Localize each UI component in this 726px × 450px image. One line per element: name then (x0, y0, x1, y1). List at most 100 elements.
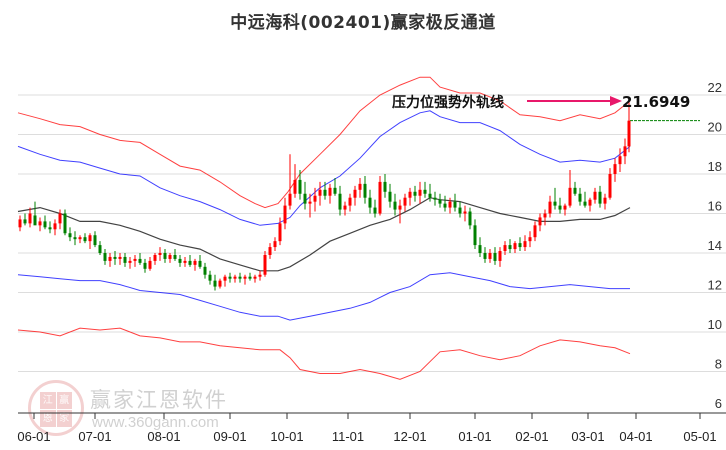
candle-body (83, 237, 87, 242)
candle-body (248, 276, 252, 279)
candle-body (488, 253, 492, 259)
candle-body (48, 227, 52, 230)
candle-body (398, 205, 402, 210)
candle-body (438, 199, 442, 204)
candle-body (463, 211, 467, 214)
candle-body (43, 221, 47, 228)
watermark-logo-char: 赢 (56, 392, 72, 409)
candle-body (493, 253, 497, 261)
candle-body (453, 201, 457, 208)
candle-body (228, 276, 232, 279)
candle-body (513, 243, 517, 250)
candle-body (423, 189, 427, 194)
candle-body (193, 260, 197, 265)
y-axis-ticks: 6 8 10 12 14 16 18 20 22 (708, 80, 722, 411)
candle-body (408, 191, 412, 198)
candle-body (258, 274, 262, 277)
candle-body (478, 245, 482, 253)
x-tick-label: 02-01 (515, 429, 548, 444)
candle-body (268, 247, 272, 255)
candle-body (123, 256, 127, 263)
watermark-logo-char: 家 (56, 410, 72, 427)
candle-body (293, 179, 297, 194)
candle-body (208, 274, 212, 281)
candle-body (73, 237, 77, 240)
candle-body (528, 237, 532, 242)
candle-body (103, 253, 107, 261)
candle-body (443, 203, 447, 208)
candle-body (328, 187, 332, 196)
candle-body (483, 253, 487, 259)
candle-body (363, 183, 367, 198)
candlesticks (18, 100, 631, 291)
x-tick-label: 09-01 (213, 429, 246, 444)
candle-body (68, 233, 72, 238)
candle-body (613, 164, 617, 174)
candle-body (413, 191, 417, 196)
candle-body (553, 201, 557, 206)
x-tick-label: 06-01 (17, 429, 50, 444)
candle-body (378, 181, 382, 214)
candle-body (33, 215, 37, 226)
y-tick-label: 20 (708, 120, 722, 135)
line-outer_upper (17, 76, 631, 209)
candle-body (583, 201, 587, 206)
candle-body (308, 201, 312, 204)
annotation-label: 压力位强势外轨线 (392, 94, 504, 111)
candle-body (178, 258, 182, 263)
candle-body (458, 207, 462, 214)
candle-body (368, 197, 372, 208)
line-inner_upper (17, 110, 631, 226)
x-tick-label: 12-01 (393, 429, 426, 444)
candle-body (593, 191, 597, 200)
candle-body (133, 258, 137, 261)
candle-body (388, 191, 392, 202)
candle-body (273, 241, 277, 248)
candle-body (213, 280, 217, 287)
candle-body (418, 189, 422, 196)
candle-body (318, 189, 322, 196)
y-tick-label: 22 (708, 80, 722, 95)
candle-body (568, 187, 572, 206)
y-tick-label: 18 (708, 159, 722, 174)
candle-body (508, 245, 512, 250)
candle-body (338, 193, 342, 210)
candle-body (153, 254, 157, 261)
candle-body (138, 258, 142, 263)
candle-body (98, 245, 102, 253)
y-tick-label: 8 (715, 357, 722, 372)
candle-body (28, 213, 32, 224)
candle-body (188, 260, 192, 265)
gridlines (18, 94, 726, 372)
x-tick-label: 01-01 (458, 429, 491, 444)
candle-body (523, 241, 527, 248)
candle-body (63, 213, 67, 234)
x-tick-label: 08-01 (147, 429, 180, 444)
pressure-annotation: 压力位强势外轨线 21.6949 (392, 93, 690, 111)
x-tick-label: 11-01 (332, 429, 364, 444)
candle-body (333, 187, 337, 194)
candle-body (263, 254, 267, 275)
candle-body (448, 201, 452, 208)
x-axis: 06-01 07-01 08-01 09-01 10-01 11-01 12-01 01-01… (17, 412, 726, 444)
candle-body (393, 201, 397, 210)
x-tick-label: 03-01 (571, 429, 604, 444)
x-tick-label: 05-01 (683, 429, 716, 444)
candle-body (428, 193, 432, 198)
candle-body (118, 256, 122, 259)
annotation-value: 21.6949 (622, 93, 690, 111)
candle-body (618, 156, 622, 165)
candle-body (533, 225, 537, 238)
x-tick-label: 07-01 (78, 429, 111, 444)
candle-body (598, 191, 602, 204)
chart-title: 中远海科(002401)赢家极反通道 (230, 13, 496, 33)
candle-body (238, 276, 242, 279)
candle-body (313, 195, 317, 202)
candle-body (573, 187, 577, 194)
candle-body (243, 276, 247, 279)
candle-body (78, 237, 82, 240)
candle-body (23, 219, 27, 224)
candle-body (18, 219, 22, 228)
candle-body (563, 205, 567, 210)
